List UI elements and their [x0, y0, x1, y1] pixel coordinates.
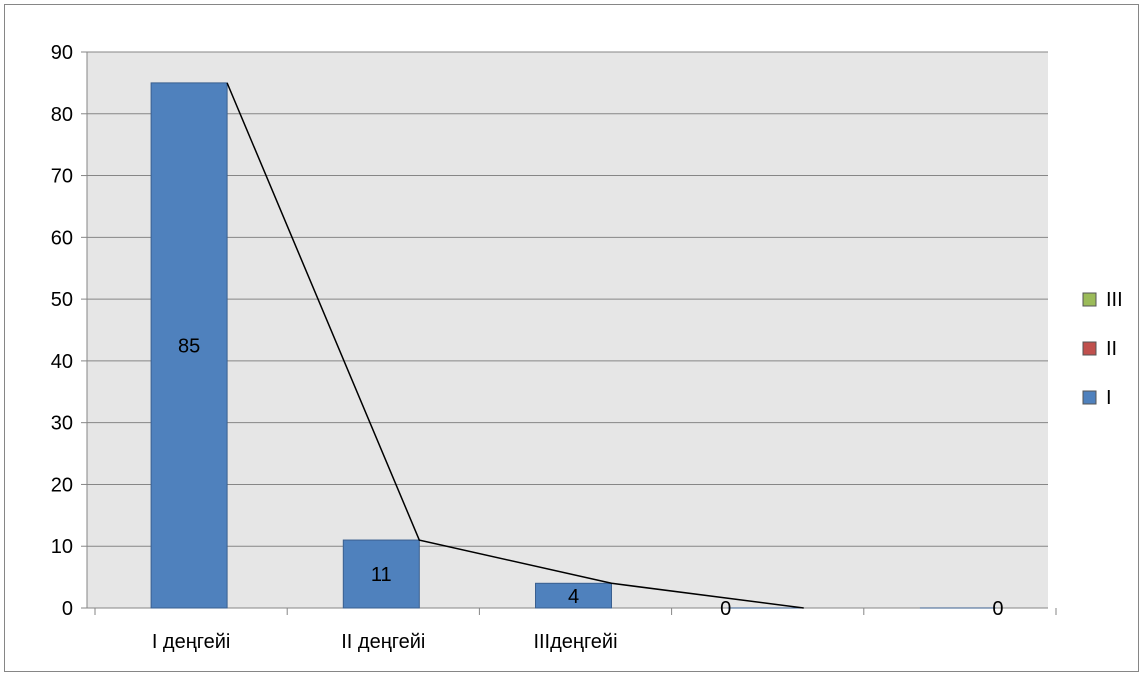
- legend-entry-i: I: [1082, 387, 1112, 409]
- data-labels: 85 11 4 0 0: [178, 335, 1003, 620]
- trend-polyline: [226, 82, 804, 609]
- y-tick-label: 80: [51, 104, 73, 126]
- legend-entry-ii: II: [1082, 338, 1117, 360]
- gridlines: [87, 51, 1048, 547]
- bar: [535, 582, 612, 609]
- legend-swatch: [1082, 341, 1097, 356]
- y-tick-label: 50: [51, 289, 73, 311]
- data-label: 85: [178, 335, 200, 357]
- bars: [150, 82, 996, 609]
- legend-label: II: [1106, 338, 1117, 360]
- y-tick-label: 10: [51, 536, 73, 558]
- legend-label: I: [1106, 387, 1112, 409]
- y-tick-label: 30: [51, 413, 73, 435]
- data-label: 0: [992, 598, 1003, 620]
- data-label: 11: [371, 564, 392, 586]
- plot-area: [87, 52, 1048, 608]
- legend-swatch: [1082, 292, 1097, 307]
- y-tick-label: 40: [51, 351, 73, 373]
- x-tick-label: IIIдеңгейі: [533, 631, 617, 653]
- data-label: 0: [720, 598, 731, 620]
- legend-label: III: [1106, 289, 1123, 311]
- legend-swatch: [1082, 390, 1097, 405]
- y-tick-label: 0: [62, 598, 73, 620]
- bar: [342, 539, 420, 609]
- trend-line: [226, 82, 804, 609]
- legend-entry-iii: III: [1082, 289, 1123, 311]
- y-axis: 0 10 20 30 40 50 60 70 80 90: [51, 42, 88, 620]
- bar: [150, 82, 228, 609]
- x-tick-label: II деңгейі: [341, 631, 425, 653]
- y-tick-label: 70: [51, 166, 73, 188]
- y-tick-label: 90: [51, 42, 73, 64]
- y-tick-label: 20: [51, 474, 73, 496]
- y-tick-label: 60: [51, 227, 73, 249]
- data-label: 4: [568, 586, 579, 608]
- x-tick-label: I деңгейі: [152, 631, 231, 653]
- x-axis: I деңгейі II деңгейі IIIдеңгейі: [87, 607, 1057, 653]
